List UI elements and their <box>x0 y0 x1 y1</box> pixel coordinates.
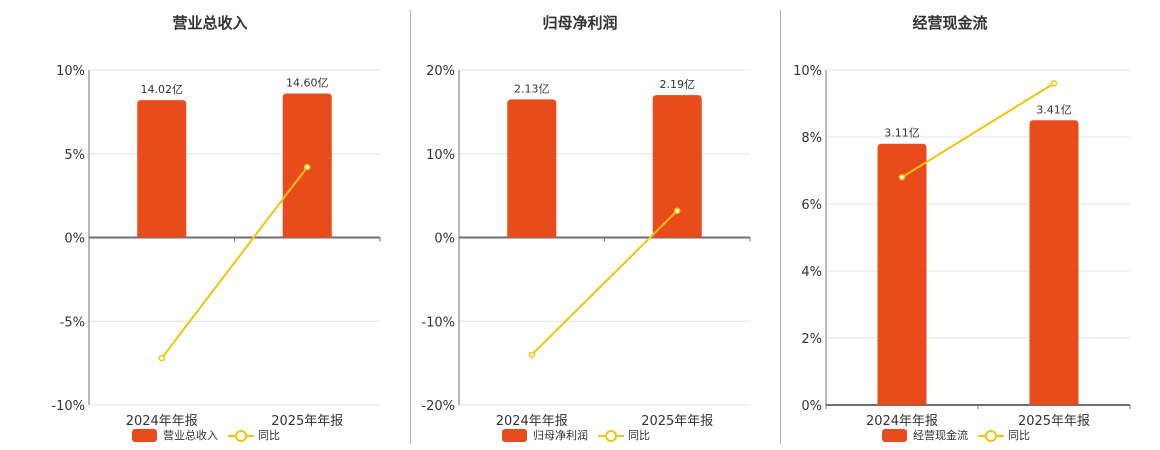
x-category-label: 2025年年报 <box>271 414 343 429</box>
y-tick-label: 0% <box>801 399 822 414</box>
yoy-line <box>160 166 309 359</box>
y-tick-label: 0% <box>434 232 455 247</box>
chart-revenue: 10% 5% 0% -5% -10% 14.02亿 2024年年报 14.60亿 2025年年报 <box>51 64 381 429</box>
y-tick-label: 20% <box>426 64 455 79</box>
legend-line-icon[interactable] <box>228 429 254 442</box>
bar-value-label: 3.41亿 <box>1036 103 1072 116</box>
y-tick-label: -10% <box>421 315 455 330</box>
x-category-label: 2024年年报 <box>126 414 198 429</box>
bar <box>652 95 702 238</box>
divider <box>780 10 781 444</box>
legend-bar-swatch[interactable] <box>502 428 527 442</box>
y-tick-label: 6% <box>801 198 822 213</box>
legend-bar-swatch[interactable] <box>882 428 907 442</box>
x-category-label: 2025年年报 <box>641 414 713 429</box>
legend-line-label[interactable]: 同比 <box>628 429 650 442</box>
yoy-point <box>528 351 535 358</box>
bar <box>507 99 557 238</box>
chart-panel-revenue: 营业总收入 10% 5% 0% -5% -10% 14.02亿 2024年年报 14.60亿 2… <box>0 0 400 450</box>
legend: 营业总收入 同比 <box>132 427 280 443</box>
bar <box>877 143 927 405</box>
legend: 归母净利润 同比 <box>502 427 650 443</box>
bar-value-label: 14.60亿 <box>286 76 329 89</box>
chart-title: 经营现金流 <box>912 14 988 32</box>
y-tick-label: 4% <box>801 265 822 280</box>
bar <box>1029 120 1079 405</box>
legend-line-icon[interactable] <box>978 429 1004 442</box>
y-tick-label: -20% <box>421 399 455 414</box>
y-tick-label: -5% <box>60 315 85 330</box>
y-tick-label: 10% <box>793 64 822 79</box>
y-tick-label: -10% <box>51 399 85 414</box>
y-tick-label: 0% <box>64 232 85 247</box>
y-tick-label: 5% <box>64 148 85 163</box>
x-category-label: 2024年年报 <box>496 414 568 429</box>
bar <box>137 100 187 238</box>
bar-value-label: 2.19亿 <box>660 78 696 91</box>
legend-bar-swatch[interactable] <box>132 428 157 442</box>
legend-line-label[interactable]: 同比 <box>1008 429 1030 442</box>
chart-title: 归母净利润 <box>542 14 618 32</box>
yoy-point <box>898 173 906 181</box>
chart-net-profit: 20% 10% 0% -10% -20% 2.13亿 2024年年报 2.19亿 2025年年报 <box>421 64 751 429</box>
bar-value-label: 14.02亿 <box>141 83 184 96</box>
legend-bar-label[interactable]: 经营现金流 <box>913 429 968 442</box>
legend-line-icon[interactable] <box>598 429 624 442</box>
yoy-line <box>901 82 1055 179</box>
yoy-point <box>1050 80 1058 87</box>
divider <box>410 10 411 444</box>
legend-bar-label[interactable]: 营业总收入 <box>163 429 218 442</box>
yoy-point <box>674 207 681 214</box>
yoy-point <box>304 163 311 171</box>
legend-bar-label[interactable]: 归母净利润 <box>533 429 588 442</box>
legend-line-label[interactable]: 同比 <box>258 429 280 442</box>
legend: 经营现金流 同比 <box>882 427 1030 443</box>
chart-panel-net-profit: 归母净利润 20% 10% 0% -10% -20% 2.13亿 2024年年报 2.19亿 2… <box>421 14 751 443</box>
bar-value-label: 3.11亿 <box>884 127 920 140</box>
yoy-line <box>531 209 678 356</box>
y-tick-label: 8% <box>801 131 822 146</box>
y-tick-label: 10% <box>56 64 85 79</box>
y-tick-label: 10% <box>426 148 455 163</box>
yoy-point <box>158 354 165 362</box>
y-tick-label: 2% <box>801 332 822 347</box>
x-category-label: 2024年年报 <box>866 414 938 429</box>
x-category-label: 2025年年报 <box>1018 414 1090 429</box>
chart-title: 营业总收入 <box>172 14 248 32</box>
bar-value-label: 2.13亿 <box>514 82 550 95</box>
